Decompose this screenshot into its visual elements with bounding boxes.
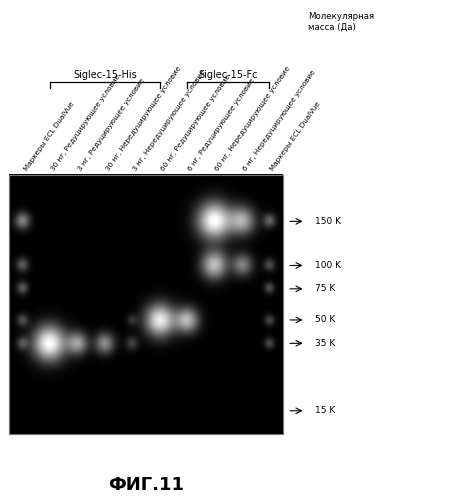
Text: 150 K: 150 K: [314, 217, 340, 226]
Text: Siglec-15-His: Siglec-15-His: [73, 70, 136, 80]
Text: ФИГ.11: ФИГ.11: [108, 476, 183, 494]
Text: 50 K: 50 K: [314, 315, 334, 324]
Text: Siglec-15-Fc: Siglec-15-Fc: [198, 70, 257, 80]
Text: 75 K: 75 K: [314, 284, 334, 293]
Text: 3 нг, Редуцирующее условие: 3 нг, Редуцирующее условие: [77, 77, 146, 172]
Text: 35 K: 35 K: [314, 339, 334, 348]
Text: 60 нг, Нередуцирующее условие: 60 нг, Нередуцирующее условие: [214, 65, 291, 172]
Text: 15 K: 15 K: [314, 406, 334, 415]
Text: Молекулярная
масса (Да): Молекулярная масса (Да): [307, 12, 373, 32]
Text: 30 нг, Редуцирующее условие: 30 нг, Редуцирующее условие: [50, 74, 121, 172]
Text: 3 нг, Нередуцирующее условие: 3 нг, Нередуцирующее условие: [132, 69, 207, 172]
Text: 6 нг, Редуцирующее условие: 6 нг, Редуцирующее условие: [187, 77, 255, 172]
Text: Маркеры ECL DualVue: Маркеры ECL DualVue: [268, 101, 321, 172]
Bar: [9, 175, 282, 434]
Text: 100 K: 100 K: [314, 261, 340, 270]
Text: 30 нг, Нередуцирующее условие: 30 нг, Нередуцирующее условие: [105, 65, 182, 172]
Text: Маркеры ECL DualVue: Маркеры ECL DualVue: [23, 101, 75, 172]
Text: 6 нг, Нередуцирующее условие: 6 нг, Нередуцирующее условие: [241, 69, 316, 172]
Bar: [9, 175, 282, 434]
Text: 60 нг, Редуцирующее условие: 60 нг, Редуцирующее условие: [159, 74, 231, 172]
